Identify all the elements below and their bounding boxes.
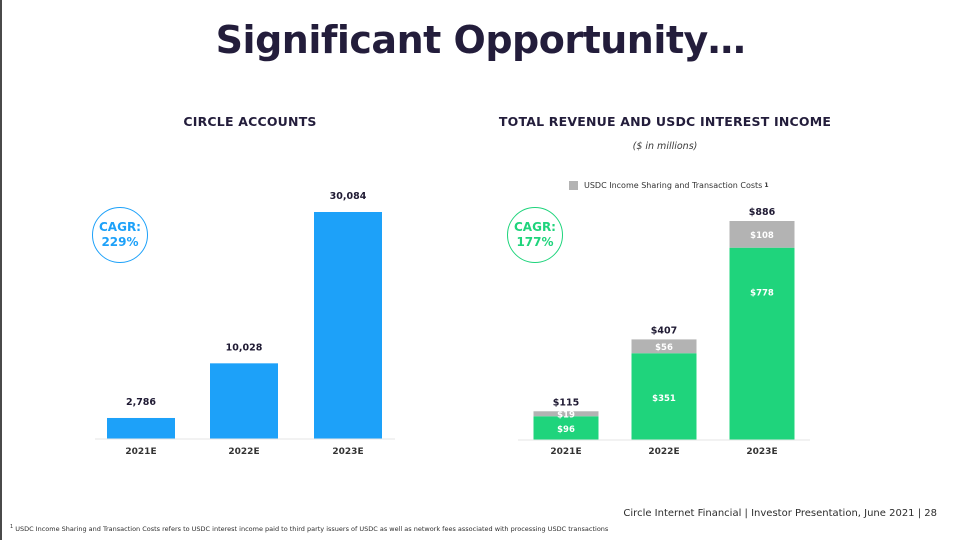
revenue-usdc-label: $351 — [652, 394, 676, 404]
accounts-cagr-label: CAGR: — [99, 220, 141, 234]
revenue-usdc-label: $778 — [750, 289, 774, 299]
revenue-chart-title: TOTAL REVENUE AND USDC INTEREST INCOME — [498, 114, 832, 129]
revenue-bar-costs-2021E — [533, 411, 599, 417]
accounts-x-tick: 2021E — [125, 447, 156, 457]
left-border — [0, 0, 2, 540]
revenue-costs-label: $108 — [750, 231, 774, 241]
revenue-x-tick: 2022E — [648, 447, 679, 457]
revenue-bar-costs-2023E — [729, 221, 795, 248]
footnote-text: USDC Income Sharing and Transaction Cost… — [15, 525, 609, 534]
accounts-chart-title: CIRCLE ACCOUNTS — [183, 114, 317, 129]
accounts-value-label: 30,084 — [330, 191, 367, 202]
revenue-total-label: $886 — [749, 207, 776, 218]
revenue-x-tick: 2021E — [550, 447, 581, 457]
revenue-costs-label: $19 — [557, 410, 575, 420]
accounts-value-label: 2,786 — [126, 397, 156, 408]
revenue-legend: USDC Income Sharing and Transaction Cost… — [569, 181, 769, 190]
revenue-bar-usdc-2021E — [533, 416, 599, 440]
accounts-x-tick: 2023E — [332, 447, 363, 457]
legend-label: USDC Income Sharing and Transaction Cost… — [584, 181, 763, 190]
page-title: Significant Opportunity… — [215, 18, 746, 62]
accounts-bar-2023E — [314, 212, 382, 439]
footer-text: Circle Internet Financial | Investor Pre… — [623, 508, 937, 519]
revenue-x-tick: 2023E — [746, 447, 777, 457]
revenue-total-label: $115 — [553, 397, 579, 408]
revenue-usdc-label: $96 — [557, 425, 575, 435]
legend-footnote-marker: 1 — [764, 182, 769, 189]
footnote: 1 USDC Income Sharing and Transaction Cos… — [10, 524, 608, 533]
revenue-cagr-label: CAGR: — [514, 220, 556, 234]
revenue-costs-label: $56 — [655, 343, 673, 353]
accounts-value-label: 10,028 — [226, 342, 263, 353]
footnote-marker: 1 — [10, 524, 14, 530]
revenue-cagr-badge: CAGR: 177% — [507, 207, 563, 263]
accounts-bar-2022E — [210, 363, 278, 439]
revenue-chart-subtitle: ($ in millions) — [632, 141, 698, 152]
revenue-total-label: $407 — [651, 325, 677, 336]
accounts-cagr-value: 229% — [101, 235, 139, 249]
revenue-bar-costs-2022E — [631, 339, 697, 354]
accounts-cagr-badge: CAGR: 229% — [92, 207, 148, 263]
accounts-bar-2021E — [107, 417, 175, 439]
revenue-cagr-value: 177% — [516, 235, 554, 249]
legend-swatch-gray — [569, 181, 578, 190]
revenue-bar-usdc-2023E — [729, 247, 795, 440]
accounts-x-tick: 2022E — [228, 447, 259, 457]
revenue-bar-usdc-2022E — [631, 353, 697, 440]
